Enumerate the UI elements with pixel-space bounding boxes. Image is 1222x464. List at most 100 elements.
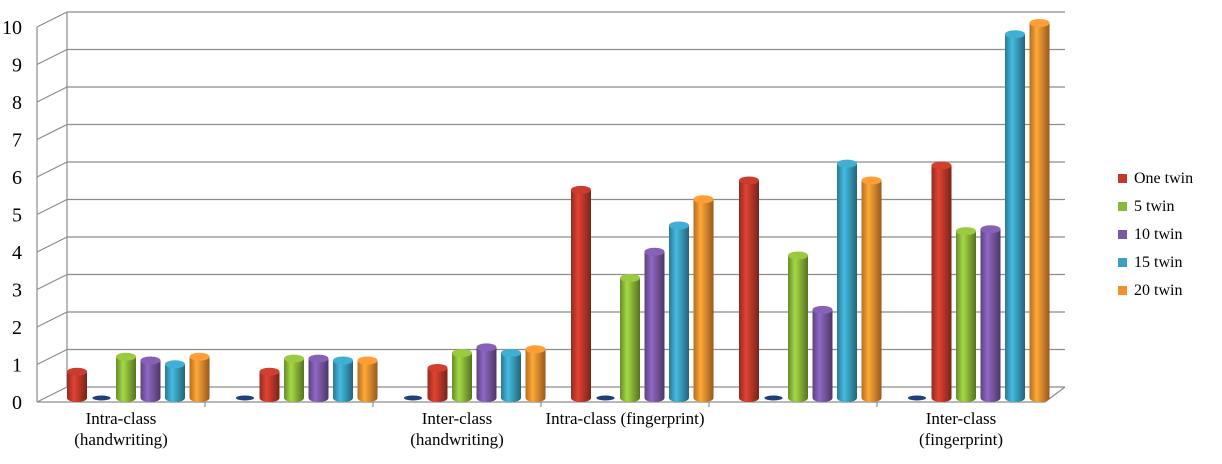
bar-lead-0-bottom xyxy=(67,394,87,402)
bar-0-2 xyxy=(140,356,161,402)
bar-lead-3-top xyxy=(571,185,591,194)
bar-3-4-top xyxy=(693,195,714,204)
bar-lead-1-base xyxy=(236,395,254,401)
bar-3-2-body xyxy=(644,251,665,398)
gridline-depth xyxy=(36,386,68,403)
y-tick-label: 7 xyxy=(12,130,22,152)
y-tick-label: 6 xyxy=(12,167,22,189)
bar-1-2-top xyxy=(308,354,329,363)
bar-4-4 xyxy=(861,176,882,402)
bar-2-4-bottom xyxy=(525,394,546,402)
bar-lead-0 xyxy=(67,367,87,402)
bar-1-1 xyxy=(284,354,304,402)
gridline-depth xyxy=(36,48,68,66)
bar-lead-1 xyxy=(236,395,254,401)
bar-5-0-top xyxy=(931,161,952,170)
bar-1-4-top xyxy=(357,356,378,365)
bar-0-3-bottom xyxy=(165,394,185,402)
bar-1-3-bottom xyxy=(333,394,353,402)
bar-1-0-body xyxy=(259,371,280,398)
gridline-depth xyxy=(36,123,68,141)
bar-1-1-bottom xyxy=(284,394,304,402)
bar-0-4-top xyxy=(189,352,210,361)
bar-5-3-bottom xyxy=(1005,394,1025,402)
bar-0-1-body xyxy=(116,356,136,398)
bar-3-4-bottom xyxy=(693,394,714,402)
bar-2-3-body xyxy=(501,353,521,398)
bar-0-1-bottom xyxy=(116,394,136,402)
bar-1-0 xyxy=(259,367,280,402)
bar-0-1-top xyxy=(116,352,136,361)
bar-4-3-body xyxy=(837,163,857,398)
gridline-depth xyxy=(36,311,68,328)
y-tick-label: 0 xyxy=(12,392,22,414)
bar-lead-0-top xyxy=(67,367,87,376)
bars xyxy=(67,19,1050,402)
bar-4-2-bottom xyxy=(812,394,833,402)
bar-3-4-body xyxy=(693,199,714,398)
y-tick-label: 3 xyxy=(12,280,22,302)
bar-lead-4-body xyxy=(739,180,759,398)
bar-5-2-body xyxy=(980,229,1001,398)
gridline-depth xyxy=(36,86,68,103)
bar-5-1-top xyxy=(956,227,976,236)
bar-0-2-body xyxy=(140,360,161,398)
bar-1-2-body xyxy=(308,358,329,398)
bar-1-1-body xyxy=(284,358,304,398)
bar-lead-4-bottom xyxy=(739,394,759,402)
x-category-label: Inter-class xyxy=(926,409,996,428)
bar-lead-5-base xyxy=(908,395,926,401)
y-tick-label: 2 xyxy=(12,317,22,339)
bar-3-0 xyxy=(596,395,615,401)
legend-swatch xyxy=(1118,230,1127,239)
bar-0-2-top xyxy=(140,356,161,365)
gridline-depth xyxy=(36,236,68,253)
bar-4-1-body xyxy=(788,255,808,398)
legend-label: 10 twin xyxy=(1134,226,1182,243)
bar-2-3-bottom xyxy=(501,394,521,402)
bar-lead-2-base xyxy=(404,395,422,401)
bar-5-4-body xyxy=(1029,23,1050,398)
bar-0-4-bottom xyxy=(189,394,210,402)
bar-2-2 xyxy=(476,343,497,402)
gridline-depth xyxy=(36,273,68,291)
gridlines xyxy=(36,11,1065,403)
bar-4-3-top xyxy=(837,159,857,168)
bar-5-1 xyxy=(956,227,976,402)
bar-0-2-bottom xyxy=(140,394,161,402)
bar-0-3-body xyxy=(165,364,185,398)
bar-5-3-top xyxy=(1005,30,1025,39)
bar-2-2-bottom xyxy=(476,394,497,402)
bar-2-0-bottom xyxy=(427,394,448,402)
bar-4-3 xyxy=(837,159,857,402)
bar-1-4 xyxy=(357,356,378,402)
bar-3-3 xyxy=(669,221,689,402)
axes xyxy=(36,12,1066,407)
bar-3-0-base xyxy=(596,395,615,401)
bar-2-2-body xyxy=(476,347,497,398)
bar-0-0 xyxy=(92,395,111,401)
legend-label: 20 twin xyxy=(1134,282,1182,299)
bar-3-1-body xyxy=(620,278,640,398)
bar-3-3-body xyxy=(669,225,689,398)
bar-3-4 xyxy=(693,195,714,402)
bar-3-2-top xyxy=(644,247,665,256)
bar-1-4-bottom xyxy=(357,394,378,402)
bar-0-3-top xyxy=(165,360,185,369)
bar-2-0 xyxy=(427,364,448,402)
bar-5-4 xyxy=(1029,19,1050,402)
x-category-label: Intra-class (fingerprint) xyxy=(545,409,704,428)
gridline-depth xyxy=(36,161,68,178)
bar-2-1-top xyxy=(452,349,472,357)
legend-swatch xyxy=(1118,174,1127,183)
bar-2-0-body xyxy=(427,368,448,398)
bar-lead-3-bottom xyxy=(571,394,591,402)
bar-4-4-top xyxy=(861,176,882,185)
bar-2-3-top xyxy=(501,349,521,357)
bar-1-0-bottom xyxy=(259,394,280,402)
bar-4-4-body xyxy=(861,180,882,398)
bar-3-2-bottom xyxy=(644,394,665,402)
bar-3-2 xyxy=(644,247,665,402)
x-axis-category-labels: Intra-class (handwriting) Inter-class (hand… xyxy=(74,409,1003,449)
